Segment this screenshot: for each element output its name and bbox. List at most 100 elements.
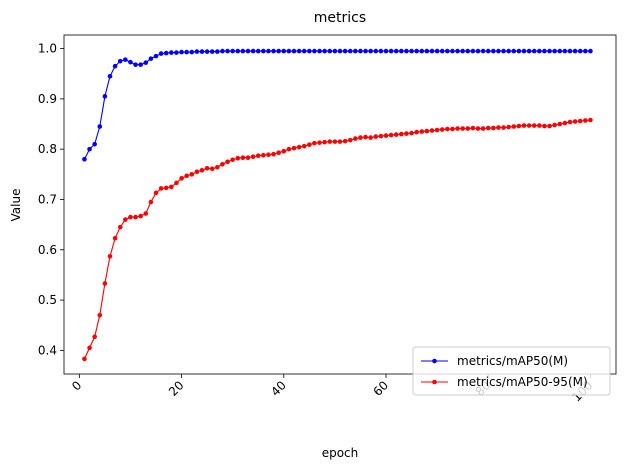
data-point	[271, 48, 276, 54]
data-point	[281, 148, 287, 154]
data-point	[199, 49, 205, 54]
data-point	[163, 185, 169, 191]
data-point	[128, 214, 133, 220]
data-point	[516, 123, 522, 129]
data-point	[179, 176, 184, 181]
data-point	[475, 126, 481, 131]
data-point	[189, 172, 195, 177]
series-line	[83, 119, 591, 360]
data-point	[531, 48, 537, 54]
data-point	[450, 126, 455, 132]
data-point	[480, 48, 486, 54]
series-0	[82, 48, 593, 162]
data-point	[429, 48, 435, 54]
data-point	[358, 48, 363, 54]
data-point	[552, 48, 557, 54]
data-point	[583, 118, 588, 123]
data-point	[138, 213, 143, 219]
data-point	[368, 135, 373, 140]
data-point	[347, 137, 353, 143]
data-point	[276, 48, 281, 54]
data-point	[179, 49, 184, 55]
data-point	[501, 125, 506, 130]
data-point	[255, 48, 261, 54]
data-point	[491, 125, 496, 131]
data-point	[567, 119, 573, 125]
data-point	[266, 48, 271, 54]
y-tick-label: 1.0	[38, 42, 57, 56]
data-point	[123, 57, 128, 62]
data-point	[296, 144, 302, 150]
data-point	[117, 58, 123, 64]
data-point	[521, 48, 527, 54]
data-point	[378, 133, 384, 139]
data-point	[373, 48, 379, 54]
data-point	[317, 140, 322, 145]
data-point	[491, 48, 496, 54]
data-point	[230, 157, 235, 163]
x-tick-label: 20	[166, 378, 187, 399]
data-point	[383, 48, 389, 54]
data-point	[123, 217, 128, 222]
data-point	[409, 48, 414, 54]
legend-item: metrics/mAP50(M)	[421, 354, 568, 368]
data-point	[184, 49, 189, 55]
y-axis-label: Value	[9, 189, 23, 222]
data-point	[526, 123, 532, 128]
data-point	[107, 254, 113, 259]
data-point	[588, 117, 593, 123]
data-point	[358, 135, 363, 140]
data-point	[496, 48, 501, 54]
legend-swatch-marker	[432, 358, 437, 364]
data-point	[220, 161, 225, 167]
legend-item: metrics/mAP50-95(M)	[421, 375, 588, 389]
data-point	[470, 125, 476, 131]
data-point	[240, 155, 246, 161]
x-tick-label: 60	[370, 378, 391, 399]
data-point	[322, 48, 327, 54]
data-point	[363, 134, 368, 140]
data-point	[552, 122, 557, 128]
legend-box	[412, 346, 611, 396]
data-point	[204, 49, 210, 54]
data-point	[235, 155, 241, 161]
data-point	[307, 48, 312, 54]
data-point	[567, 48, 573, 54]
data-point	[286, 146, 292, 152]
data-point	[158, 51, 164, 56]
series-1	[82, 117, 593, 362]
data-point	[439, 127, 445, 132]
data-point	[531, 123, 537, 128]
data-point	[404, 131, 409, 136]
data-point	[496, 125, 501, 130]
data-point	[169, 50, 174, 55]
data-point	[409, 130, 414, 136]
data-point	[266, 152, 271, 158]
data-point	[184, 173, 189, 179]
data-point	[143, 211, 149, 216]
data-point	[215, 164, 220, 170]
data-point	[245, 48, 251, 54]
data-point	[107, 73, 113, 79]
data-point	[209, 49, 215, 54]
data-point	[225, 159, 230, 165]
data-point	[276, 150, 281, 155]
data-point	[399, 48, 404, 54]
data-point	[312, 48, 317, 54]
data-point	[281, 48, 287, 54]
data-point	[230, 48, 235, 54]
data-point	[511, 124, 517, 129]
data-point	[424, 48, 430, 54]
data-point	[199, 168, 205, 173]
data-point	[501, 48, 506, 54]
data-point	[399, 131, 404, 137]
data-point	[460, 48, 465, 54]
data-point	[143, 60, 149, 65]
data-point	[133, 214, 138, 220]
data-point	[209, 166, 215, 172]
legend-label: metrics/mAP50-95(M)	[457, 375, 588, 389]
y-tick-label: 0.4	[38, 343, 57, 357]
data-point	[547, 48, 552, 54]
data-point	[235, 48, 241, 54]
